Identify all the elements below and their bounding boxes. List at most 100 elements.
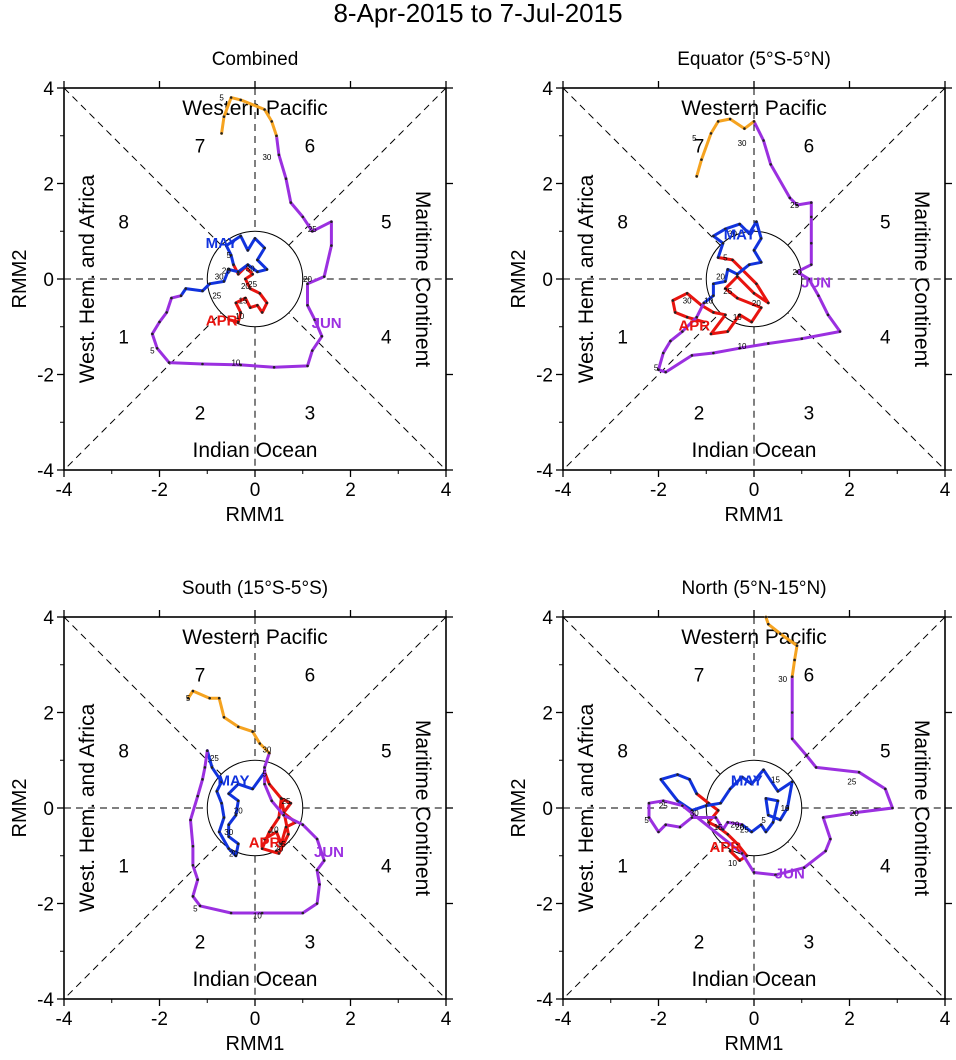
- series-point-jun: [752, 871, 756, 874]
- series-point-jun: [322, 859, 326, 862]
- series-point-may: [234, 854, 238, 858]
- chart-panel-3: -4 -2 0 2 4 -4 -2 0 2 4 South (15°S-5°S) RMM1 RMM2 We…: [9, 578, 453, 1055]
- series-point-may: [740, 775, 744, 779]
- region-label-right: Maritime Continent: [411, 191, 434, 367]
- series-point-may: [201, 289, 204, 293]
- series-point-jun: [301, 823, 305, 827]
- day-label: 5: [262, 770, 267, 779]
- phase-label-4: 4: [381, 856, 392, 877]
- series-point-jun: [690, 354, 694, 357]
- figure-title: 8-Apr-2015 to 7-Jul-2015: [333, 0, 622, 28]
- series-point-may: [752, 249, 756, 252]
- series-point-jun: [189, 818, 192, 822]
- series-point-jun: [201, 778, 204, 781]
- series-point-jun: [205, 749, 209, 752]
- series-point-apr: [712, 311, 715, 314]
- day-label: 30: [778, 675, 787, 684]
- series-point-may: [246, 263, 250, 266]
- series-point-jun: [647, 816, 651, 819]
- phase-label-2: 2: [694, 404, 705, 425]
- x-tick-label: -2: [151, 1009, 168, 1030]
- phase-label-3: 3: [804, 933, 815, 954]
- panel-title: South (15°S-5°S): [182, 578, 328, 599]
- month-label-apr: APR: [206, 313, 238, 330]
- y-tick-label: -2: [536, 366, 553, 387]
- series-point-apr: [726, 330, 730, 333]
- series-point-jun: [203, 766, 207, 769]
- series-point-jun: [810, 215, 813, 219]
- series-line-jun: [647, 675, 894, 877]
- y-tick-label: 0: [43, 270, 54, 291]
- series-point-jun: [284, 177, 288, 181]
- series-point-apr: [731, 258, 734, 262]
- region-label-right: Maritime Continent: [910, 191, 933, 367]
- region-label-right: Maritime Continent: [411, 720, 434, 896]
- series-point-apr: [724, 313, 727, 317]
- y-tick-label: -2: [536, 895, 553, 916]
- series-point-may: [227, 835, 231, 838]
- series-point-apr: [707, 821, 710, 824]
- series-point-jun: [196, 878, 199, 881]
- chart-panel-2: -4 -2 0 2 4 -4 -2 0 2 4 Equator (5°S-5°N) RMM1 RMM2 W…: [508, 49, 952, 526]
- series-point-apr: [759, 306, 763, 309]
- series-point-may: [253, 237, 257, 240]
- phase-label-5: 5: [381, 213, 392, 234]
- phase-label-5: 5: [880, 742, 891, 763]
- chart-panel-1: -4 -2 0 2 4 -4 -2 0 2 4 Combined RMM1 RMM2 Western Pa…: [9, 49, 453, 526]
- series-point-jun: [695, 315, 698, 319]
- region-label-left: West. Hem. and Africa: [76, 703, 99, 912]
- series-point-apr: [738, 313, 741, 317]
- y-tick-label: 2: [43, 704, 54, 725]
- region-label-bottom: Indian Ocean: [193, 968, 318, 991]
- series-point-jun: [151, 332, 154, 336]
- series-point-jul: [767, 622, 770, 626]
- month-label-may: MAY: [206, 235, 238, 252]
- series-point-apr: [685, 292, 689, 295]
- series-point-may: [210, 766, 214, 769]
- phase-label-4: 4: [880, 327, 891, 348]
- series-point-jun: [322, 275, 326, 278]
- series-point-jun: [714, 816, 718, 819]
- day-label: 30: [215, 273, 224, 282]
- x-tick-label: -4: [56, 480, 73, 501]
- series-point-may: [704, 804, 708, 807]
- phase-label-1: 1: [118, 327, 129, 348]
- series-point-jun: [315, 868, 319, 872]
- series-point-may: [184, 287, 188, 290]
- series-point-jul: [752, 120, 756, 123]
- series-point-may: [764, 797, 768, 800]
- series-point-jun: [330, 220, 333, 223]
- phase-label-3: 3: [305, 933, 316, 954]
- day-label: 30: [246, 264, 255, 273]
- series-point-apr: [755, 282, 758, 286]
- x-tick-label: 2: [844, 480, 855, 501]
- series-point-jun: [158, 320, 161, 324]
- series-point-may: [227, 792, 231, 795]
- day-label: 5: [723, 254, 728, 263]
- region-label-bottom: Indian Ocean: [193, 439, 318, 462]
- y-tick-label: 2: [542, 175, 553, 196]
- region-label-left: West. Hem. and Africa: [76, 174, 99, 383]
- phase-label-1: 1: [118, 856, 129, 877]
- day-label: 30: [262, 153, 271, 162]
- series-point-jul: [236, 725, 240, 729]
- series-point-jun: [657, 830, 660, 834]
- day-label: 10: [253, 911, 262, 920]
- series-point-jul: [258, 742, 262, 745]
- y-tick-label: 4: [542, 608, 553, 629]
- day-label: 5: [761, 816, 766, 825]
- day-label: 20: [234, 806, 243, 815]
- region-label-left: West. Hem. and Africa: [575, 703, 598, 912]
- y-tick-label: 0: [43, 799, 54, 820]
- series-line-may: [205, 749, 267, 858]
- series-point-apr: [244, 277, 247, 281]
- series-point-may: [232, 263, 235, 266]
- series-point-apr: [279, 842, 283, 846]
- series-point-may: [776, 789, 780, 793]
- day-label: 20: [850, 809, 859, 818]
- series-point-jun: [661, 799, 665, 803]
- series-point-may: [265, 268, 269, 271]
- region-label-bottom: Indian Ocean: [692, 968, 817, 991]
- series-point-may: [712, 234, 715, 238]
